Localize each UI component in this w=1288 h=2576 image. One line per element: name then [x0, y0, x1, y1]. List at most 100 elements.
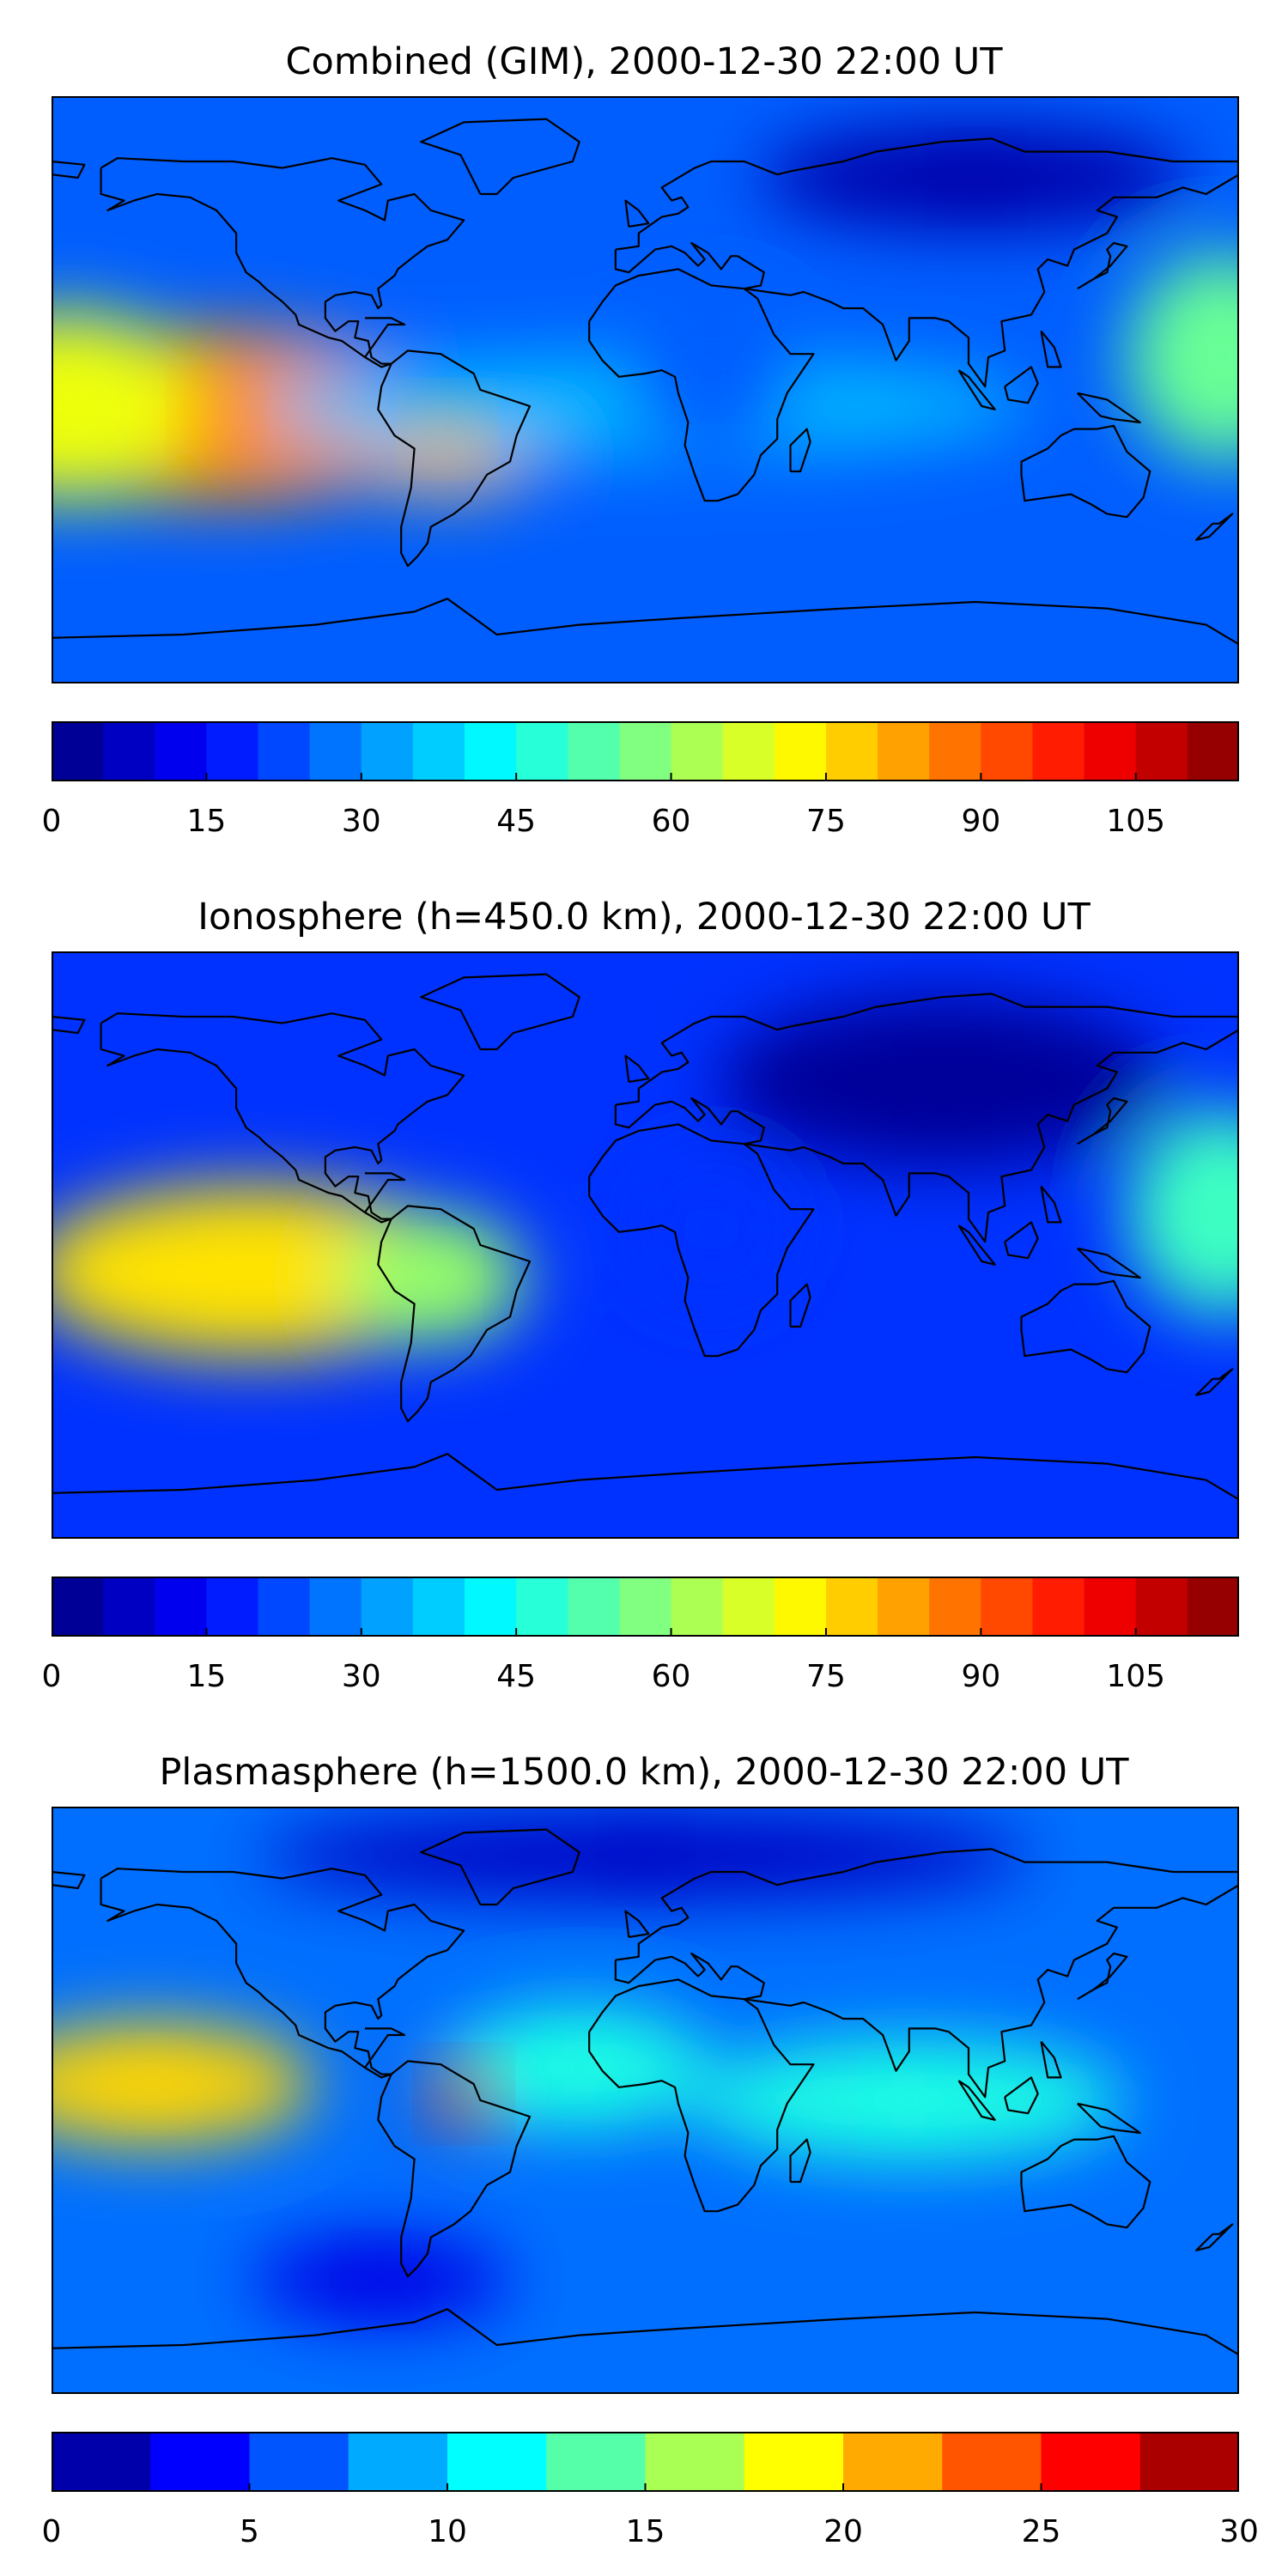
colorbar-ticks-ionosphere: 0 15 30 45 60 75 90 105 [42, 1656, 1239, 1698]
coastline [52, 2308, 1239, 2394]
colorbar-segment [309, 1577, 362, 1637]
colorbar-tick-label: 10 [428, 2514, 467, 2549]
colorbar-segment [722, 1577, 775, 1637]
colorbar-segment [619, 721, 672, 781]
map-plasmasphere [52, 1807, 1239, 2394]
coastline [957, 1224, 996, 1266]
coastline [364, 2027, 406, 2069]
colorbar-segment [671, 1577, 724, 1637]
panel-title-combined: Combined (GIM), 2000-12-30 22:00 UT [285, 40, 1003, 83]
panel-title-ionosphere: Ionosphere (h=450.0 km), 2000-12-30 22:0… [197, 896, 1091, 939]
coastline [588, 1123, 815, 1358]
colorbar-segment [981, 721, 1033, 781]
colorbar-segment [1187, 721, 1239, 781]
colorbar-segment [774, 721, 827, 781]
colorbar-tick-label: 45 [496, 1659, 537, 1694]
coastline [1077, 392, 1141, 424]
field-feature-mark [1196, 331, 1239, 383]
coastline [624, 1910, 650, 1939]
colorbar-segment [1084, 721, 1137, 781]
coastline [100, 1012, 465, 1224]
coastline [789, 428, 811, 473]
field-feature-mark [685, 1203, 738, 1255]
field-feature-mark [422, 403, 473, 455]
coastline [420, 118, 580, 196]
coastline [377, 2060, 532, 2278]
coastline [1020, 1279, 1151, 1374]
coastline [364, 317, 406, 358]
colorbar-tick-label: 75 [806, 1659, 846, 1694]
colorbar-tick-label: 15 [625, 2514, 665, 2549]
field-feature-mark [223, 1245, 276, 1297]
field-feature-mark [191, 390, 243, 442]
coastline [100, 1868, 465, 2079]
colorbar-segment [155, 1577, 207, 1637]
colorbar-segment [103, 1577, 155, 1637]
colorbar-segment [309, 721, 362, 781]
colorbar-tick-label: 90 [961, 804, 1001, 839]
coastline [1004, 2076, 1039, 2115]
colorbar-segment [1187, 1577, 1239, 1637]
coastline [624, 1054, 650, 1084]
coastline [1195, 1368, 1234, 1396]
colorbar-segment [546, 2432, 646, 2492]
coastline [1195, 513, 1234, 541]
colorbar-tick-label: 15 [186, 804, 227, 839]
colorbar-segment [206, 1577, 259, 1637]
colorbar-tick-label: 90 [961, 1659, 1001, 1694]
coastline [52, 598, 1239, 683]
colorbar-tick-label: 105 [1106, 804, 1166, 839]
colorbar-segment [1135, 721, 1188, 781]
colorbar-segment [516, 721, 568, 781]
field-blob [1127, 254, 1239, 460]
coastline [588, 1978, 815, 2213]
colorbar-segment [361, 721, 414, 781]
colorbar-segment [150, 2432, 250, 2492]
field-feature-mark [553, 2042, 605, 2093]
coastline [100, 157, 465, 368]
colorbar-tick-label: 60 [651, 1659, 691, 1694]
colorbar-segment [447, 2432, 547, 2492]
map-ionosphere [52, 951, 1239, 1539]
coastline [1077, 241, 1128, 290]
colorbar-ticks-plasmasphere: 0 5 10 15 20 25 30 [42, 2511, 1259, 2554]
coastline [1040, 2040, 1062, 2079]
colorbar-tick-label: 0 [41, 804, 62, 839]
coastline [1077, 1952, 1128, 2001]
colorbar-tick-label: 20 [823, 2514, 863, 2549]
coastline [614, 137, 1239, 388]
field-feature-mark [949, 152, 1001, 204]
field-feature-mark [685, 348, 738, 399]
colorbar-segment [1041, 2432, 1141, 2492]
colorbar-ticks-combined: 0 15 30 45 60 75 90 105 [42, 800, 1239, 843]
coastline [1195, 2223, 1234, 2251]
colorbar-segment [1032, 1577, 1085, 1637]
colorbar-segment [412, 1577, 465, 1637]
coastline [1004, 1221, 1039, 1260]
coastline [789, 1283, 811, 1328]
colorbar-segment [52, 721, 104, 781]
coastline [588, 268, 815, 502]
coastline [1040, 1185, 1062, 1224]
coastline [1020, 424, 1151, 519]
colorbar-segment [929, 1577, 981, 1637]
colorbar-segment [878, 721, 930, 781]
colorbar-tick-label: 75 [806, 804, 846, 839]
field-feature-mark [619, 1830, 671, 1881]
colorbar-segment [744, 2432, 844, 2492]
coastline [614, 1848, 1239, 2099]
field-blob [52, 2024, 314, 2144]
colorbar-segment [249, 2432, 349, 2492]
panel-title-plasmasphere: Plasmasphere (h=1500.0 km), 2000-12-30 2… [159, 1751, 1129, 1794]
colorbar-segment [619, 1577, 672, 1637]
coastline [1077, 2102, 1141, 2135]
colorbar-segment [258, 721, 311, 781]
colorbar-tick-label: 0 [41, 2514, 62, 2549]
colorbar-ionosphere [52, 1577, 1239, 1637]
colorbar-tick-label: 15 [186, 1659, 227, 1694]
coastline [52, 1015, 86, 1035]
colorbar-segment [645, 2432, 745, 2492]
coastline [1020, 2135, 1151, 2229]
colorbar-segment [774, 1577, 827, 1637]
colorbar-segment [465, 1577, 517, 1637]
